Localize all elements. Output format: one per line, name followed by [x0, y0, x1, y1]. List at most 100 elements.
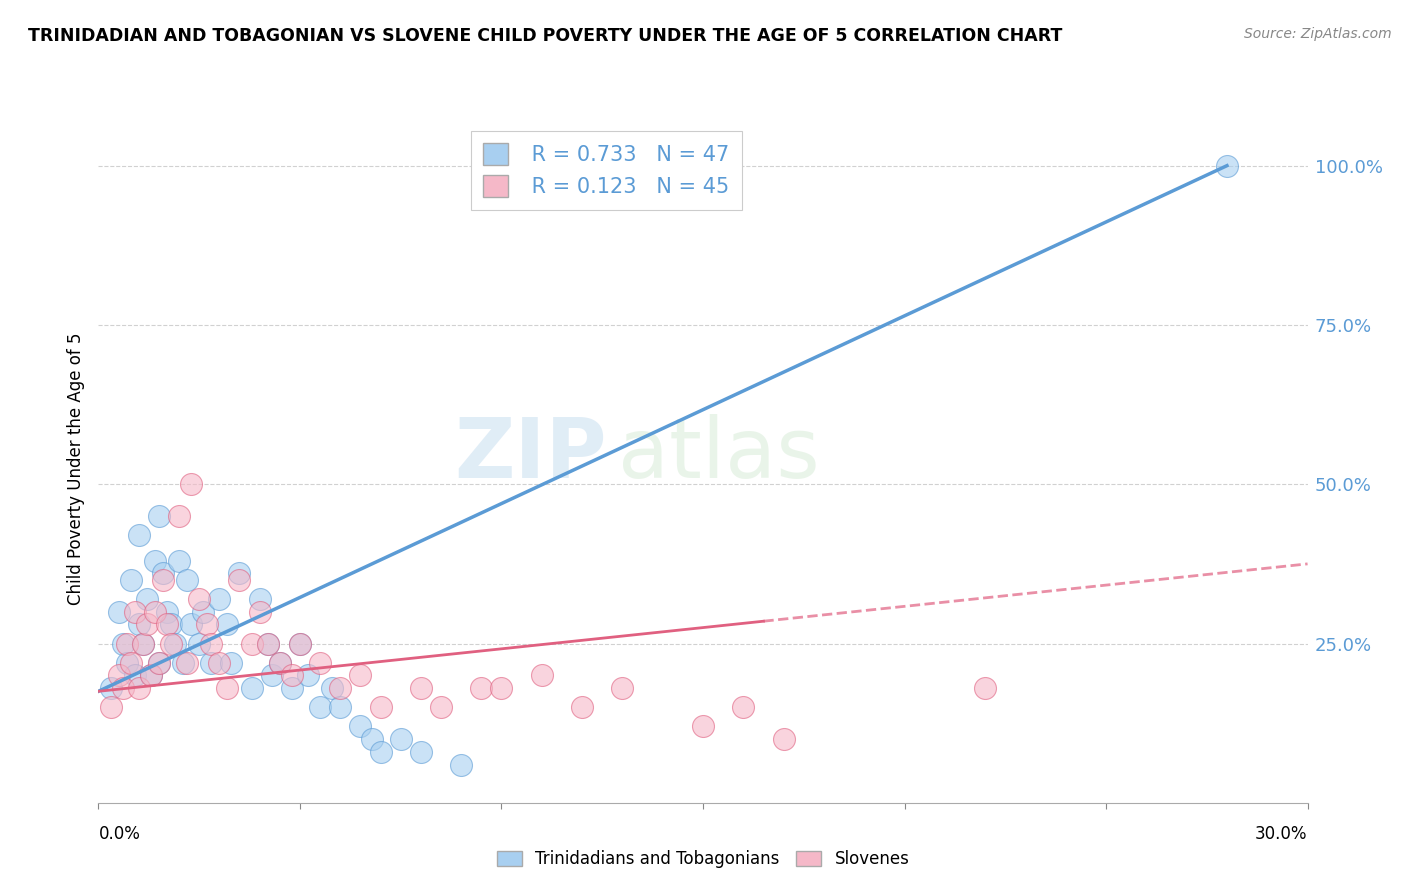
Point	[221, 656, 243, 670]
Text: ZIP: ZIP	[454, 415, 606, 495]
Point	[107, 668, 129, 682]
Point	[309, 656, 332, 670]
Point	[167, 554, 190, 568]
Point	[430, 700, 453, 714]
Point	[281, 668, 304, 682]
Point	[152, 566, 174, 581]
Point	[132, 636, 155, 650]
Point	[228, 573, 250, 587]
Point	[349, 719, 371, 733]
Point	[115, 656, 138, 670]
Text: 0.0%: 0.0%	[98, 825, 141, 843]
Point	[309, 700, 332, 714]
Point	[256, 636, 278, 650]
Point	[200, 636, 222, 650]
Point	[321, 681, 343, 695]
Point	[128, 617, 150, 632]
Point	[389, 732, 412, 747]
Point	[160, 636, 183, 650]
Point	[249, 605, 271, 619]
Point	[132, 636, 155, 650]
Point	[148, 656, 170, 670]
Point	[409, 681, 432, 695]
Point	[128, 528, 150, 542]
Point	[100, 700, 122, 714]
Point	[193, 605, 215, 619]
Point	[288, 636, 311, 650]
Point	[139, 668, 162, 682]
Point	[491, 681, 513, 695]
Point	[329, 700, 352, 714]
Point	[163, 636, 186, 650]
Point	[172, 656, 194, 670]
Point	[148, 509, 170, 524]
Point	[156, 605, 179, 619]
Point	[240, 636, 263, 650]
Point	[107, 605, 129, 619]
Point	[370, 745, 392, 759]
Text: Source: ZipAtlas.com: Source: ZipAtlas.com	[1244, 27, 1392, 41]
Point	[180, 617, 202, 632]
Point	[188, 591, 211, 606]
Point	[228, 566, 250, 581]
Point	[143, 605, 166, 619]
Point	[217, 681, 239, 695]
Point	[297, 668, 319, 682]
Point	[692, 719, 714, 733]
Point	[143, 554, 166, 568]
Point	[217, 617, 239, 632]
Point	[530, 668, 553, 682]
Point	[249, 591, 271, 606]
Point	[120, 573, 142, 587]
Point	[156, 617, 179, 632]
Point	[124, 605, 146, 619]
Point	[188, 636, 211, 650]
Point	[450, 757, 472, 772]
Point	[470, 681, 492, 695]
Point	[152, 573, 174, 587]
Y-axis label: Child Poverty Under the Age of 5: Child Poverty Under the Age of 5	[66, 332, 84, 605]
Text: atlas: atlas	[619, 415, 820, 495]
Point	[176, 656, 198, 670]
Point	[115, 636, 138, 650]
Point	[361, 732, 384, 747]
Point	[1216, 159, 1239, 173]
Point	[180, 477, 202, 491]
Point	[612, 681, 634, 695]
Point	[208, 656, 231, 670]
Point	[111, 681, 134, 695]
Point	[100, 681, 122, 695]
Point	[370, 700, 392, 714]
Point	[281, 681, 304, 695]
Point	[260, 668, 283, 682]
Point	[208, 591, 231, 606]
Point	[240, 681, 263, 695]
Point	[571, 700, 593, 714]
Point	[148, 656, 170, 670]
Point	[974, 681, 997, 695]
Point	[733, 700, 755, 714]
Point	[409, 745, 432, 759]
Point	[135, 591, 157, 606]
Point	[269, 656, 291, 670]
Point	[139, 668, 162, 682]
Point	[256, 636, 278, 650]
Point	[269, 656, 291, 670]
Point	[200, 656, 222, 670]
Text: TRINIDADIAN AND TOBAGONIAN VS SLOVENE CHILD POVERTY UNDER THE AGE OF 5 CORRELATI: TRINIDADIAN AND TOBAGONIAN VS SLOVENE CH…	[28, 27, 1063, 45]
Legend: Trinidadians and Tobagonians, Slovenes: Trinidadians and Tobagonians, Slovenes	[491, 844, 915, 875]
Point	[124, 668, 146, 682]
Point	[111, 636, 134, 650]
Point	[135, 617, 157, 632]
Point	[772, 732, 794, 747]
Point	[329, 681, 352, 695]
Point	[176, 573, 198, 587]
Point	[195, 617, 218, 632]
Point	[349, 668, 371, 682]
Text: 30.0%: 30.0%	[1256, 825, 1308, 843]
Point	[160, 617, 183, 632]
Point	[167, 509, 190, 524]
Legend:  R = 0.733   N = 47,  R = 0.123   N = 45: R = 0.733 N = 47, R = 0.123 N = 45	[471, 131, 742, 210]
Point	[288, 636, 311, 650]
Point	[128, 681, 150, 695]
